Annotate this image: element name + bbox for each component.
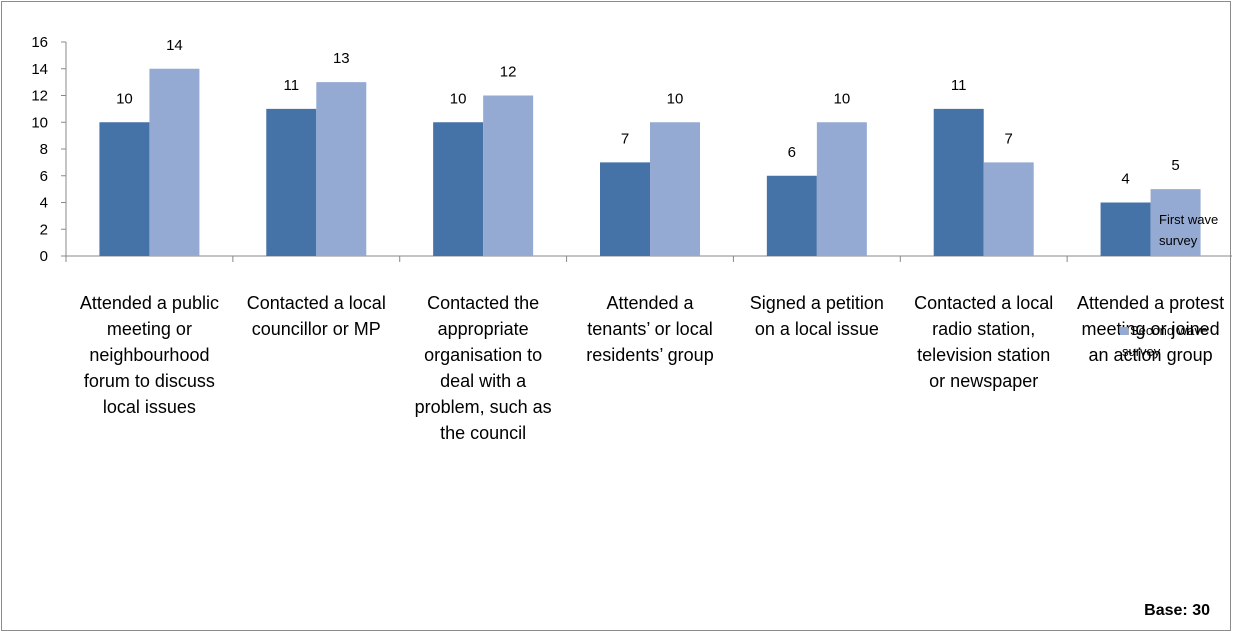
x-category-label: Attended a protest meeting or joined an ac…: [1077, 293, 1224, 365]
bar: [149, 68, 200, 256]
bar: [1150, 189, 1201, 256]
bar: [99, 122, 150, 256]
x-category-label: Contacted a local radio station, televisio…: [914, 293, 1053, 391]
bar: [316, 82, 367, 256]
data-label: 10: [450, 90, 467, 107]
y-tick-label: 12: [31, 88, 48, 105]
data-label: 6: [788, 144, 796, 161]
legend-label: Second wave survey: [1122, 323, 1208, 359]
x-category-label: Contacted the appropriate organisation to d…: [415, 293, 552, 443]
data-label: 13: [333, 50, 350, 67]
data-label: 7: [1005, 130, 1013, 147]
x-category-label: Attended a public meeting or neighbourhood…: [80, 293, 219, 417]
data-label: 12: [500, 64, 517, 81]
y-tick-label: 6: [40, 168, 48, 185]
data-label: 11: [951, 77, 967, 94]
bar: [1100, 202, 1151, 256]
bar: [816, 122, 867, 256]
bar: [433, 122, 484, 256]
bar: [600, 162, 650, 256]
x-category-label: Contacted a local councillor or MP: [247, 293, 386, 339]
data-label: 10: [667, 90, 684, 107]
x-category-label: Attended a tenants’ or local residents’ gr…: [586, 293, 713, 365]
bar: [933, 108, 984, 256]
data-label: 10: [834, 90, 851, 107]
y-tick-label: 4: [40, 195, 48, 212]
bar: [650, 122, 700, 256]
data-label: 11: [283, 77, 299, 94]
data-label: 7: [621, 130, 629, 147]
x-category-label: Signed a petition on a local issue: [750, 293, 884, 339]
bar: [266, 108, 317, 256]
data-label: 14: [166, 37, 183, 54]
legend-label: First wave survey: [1159, 212, 1218, 248]
bar: [983, 162, 1034, 256]
bar: [766, 175, 817, 256]
data-label: 10: [116, 90, 133, 107]
y-tick-label: 16: [31, 34, 48, 51]
data-label: 5: [1171, 157, 1179, 174]
data-label: 4: [1121, 171, 1129, 188]
base-note: Base: 30: [1144, 602, 1210, 619]
y-tick-label: 10: [31, 114, 48, 131]
bar: [483, 95, 534, 256]
y-tick-label: 2: [40, 221, 48, 238]
legend-swatch: [1120, 327, 1128, 335]
y-tick-label: 0: [40, 248, 48, 265]
y-tick-label: 8: [40, 141, 48, 158]
y-tick-label: 14: [31, 61, 48, 78]
